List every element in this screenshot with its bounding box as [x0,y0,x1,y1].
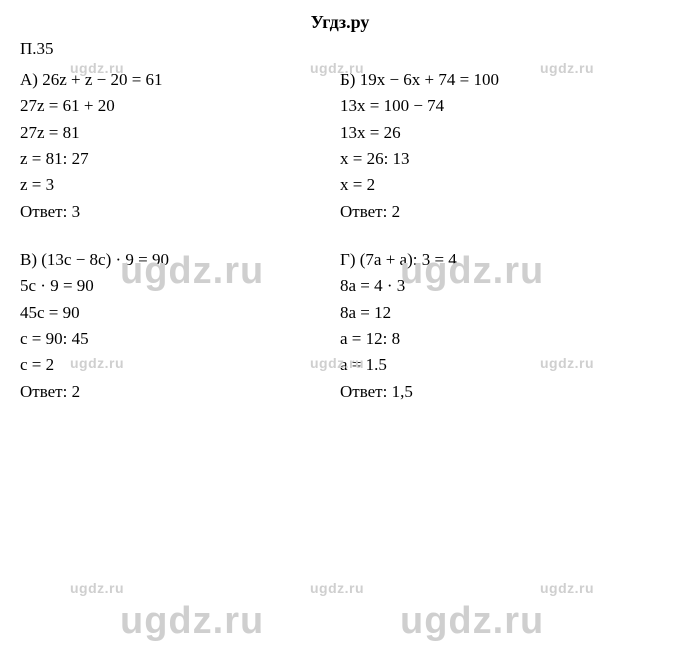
block-label: А) [20,70,42,89]
watermark-big: ugdz.ru [120,600,264,643]
answer-value: 2 [392,202,401,221]
answer-label: Ответ: [340,202,392,221]
answer-label: Ответ: [20,202,72,221]
watermark-small: ugdz.ru [70,580,124,596]
block-label: В) [20,250,41,269]
equation-line: c = 90: 45 [20,326,330,352]
block-d: Г) (7a + a): 3 = 4 8a = 4 · 3 8a = 12 a … [340,247,660,405]
row-top: А) 26z + z − 20 = 61 27z = 61 + 20 27z =… [20,67,660,247]
answer-line: Ответ: 3 [20,199,330,225]
equation: 26z + z − 20 = 61 [42,70,162,89]
equation-line: 27z = 81 [20,120,330,146]
answer-label: Ответ: [340,382,392,401]
answer-line: Ответ: 1,5 [340,379,650,405]
equation-line: a = 1.5 [340,352,650,378]
answer-value: 1,5 [392,382,413,401]
answer-line: Ответ: 2 [340,199,650,225]
equation-line: c = 2 [20,352,330,378]
block-label: Г) [340,250,360,269]
block-c: В) (13c − 8c) · 9 = 90 5c · 9 = 90 45c =… [20,247,340,405]
equation-line: 5c · 9 = 90 [20,273,330,299]
watermark-small: ugdz.ru [310,580,364,596]
equation: (7a + a): 3 = 4 [360,250,457,269]
equation-line: z = 3 [20,172,330,198]
equation-line: a = 12: 8 [340,326,650,352]
equation-line: В) (13c − 8c) · 9 = 90 [20,247,330,273]
watermark-small: ugdz.ru [540,580,594,596]
equation-line: 13x = 100 − 74 [340,93,650,119]
equation-line: z = 81: 27 [20,146,330,172]
answer-label: Ответ: [20,382,72,401]
equation-line: x = 2 [340,172,650,198]
equation-line: 8a = 12 [340,300,650,326]
equation-line: 13x = 26 [340,120,650,146]
equation-line: 27z = 61 + 20 [20,93,330,119]
page: Угдз.ру П.35 А) 26z + z − 20 = 61 27z = … [0,0,680,656]
equation: (13c − 8c) · 9 = 90 [41,250,169,269]
equation-line: А) 26z + z − 20 = 61 [20,67,330,93]
equation-line: x = 26: 13 [340,146,650,172]
equation-line: 45c = 90 [20,300,330,326]
answer-value: 2 [72,382,81,401]
block-a: А) 26z + z − 20 = 61 27z = 61 + 20 27z =… [20,67,340,225]
answer-line: Ответ: 2 [20,379,330,405]
block-b: Б) 19x − 6x + 74 = 100 13x = 100 − 74 13… [340,67,660,225]
row-bottom: В) (13c − 8c) · 9 = 90 5c · 9 = 90 45c =… [20,247,660,427]
equation-line: 8a = 4 · 3 [340,273,650,299]
watermark-big: ugdz.ru [400,600,544,643]
block-label: Б) [340,70,360,89]
page-title: Угдз.ру [20,12,660,33]
answer-value: 3 [72,202,81,221]
equation: 19x − 6x + 74 = 100 [360,70,499,89]
equation-line: Б) 19x − 6x + 74 = 100 [340,67,650,93]
equation-line: Г) (7a + a): 3 = 4 [340,247,650,273]
problem-number: П.35 [20,39,660,59]
